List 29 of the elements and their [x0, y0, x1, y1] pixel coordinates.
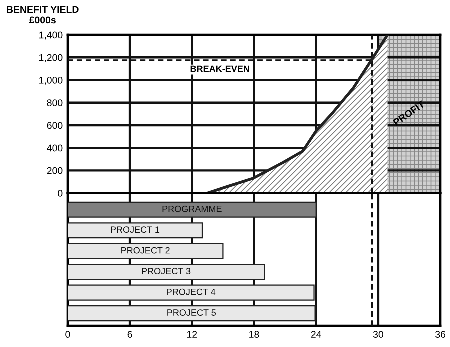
bar — [68, 202, 317, 218]
y-tick-label: 1,400 — [40, 32, 63, 40]
y-tick-label: 400 — [47, 144, 63, 152]
category-label: PROJECT 4 — [167, 288, 216, 296]
ref-line-label: BREAK-EVEN — [190, 66, 250, 72]
y-tick-label: 1,000 — [40, 76, 63, 86]
category-label: PROJECT 2 — [122, 247, 170, 254]
x-tick-label: 0 — [66, 331, 70, 338]
y-axis-title: BENEFIT YIELD £000s — [7, 6, 79, 24]
category-label: PROJECT 5 — [168, 310, 216, 316]
x-tick-label: 30 — [373, 331, 384, 338]
y-tick-label: 800 — [47, 100, 63, 106]
x-tick-label: 36 — [436, 331, 446, 338]
y-tick-label: 200 — [47, 167, 63, 174]
bar — [68, 243, 224, 260]
x-tick-label: 6 — [128, 331, 132, 338]
bar — [68, 284, 315, 301]
x-tick-label: 12 — [187, 331, 198, 338]
y-tick-label: 600 — [47, 122, 63, 130]
category-label: PROGRAMME — [162, 206, 222, 212]
x-tick-label: 24 — [311, 331, 322, 338]
y-tick-label: 0 — [58, 190, 63, 197]
bar — [68, 264, 266, 280]
x-tick-label: 18 — [250, 331, 260, 338]
bar — [68, 222, 204, 239]
category-label: PROJECT 3 — [142, 268, 191, 275]
category-label: PROJECT 1 — [111, 226, 160, 234]
bar — [68, 306, 316, 322]
y-tick-label: 1,200 — [40, 54, 63, 62]
